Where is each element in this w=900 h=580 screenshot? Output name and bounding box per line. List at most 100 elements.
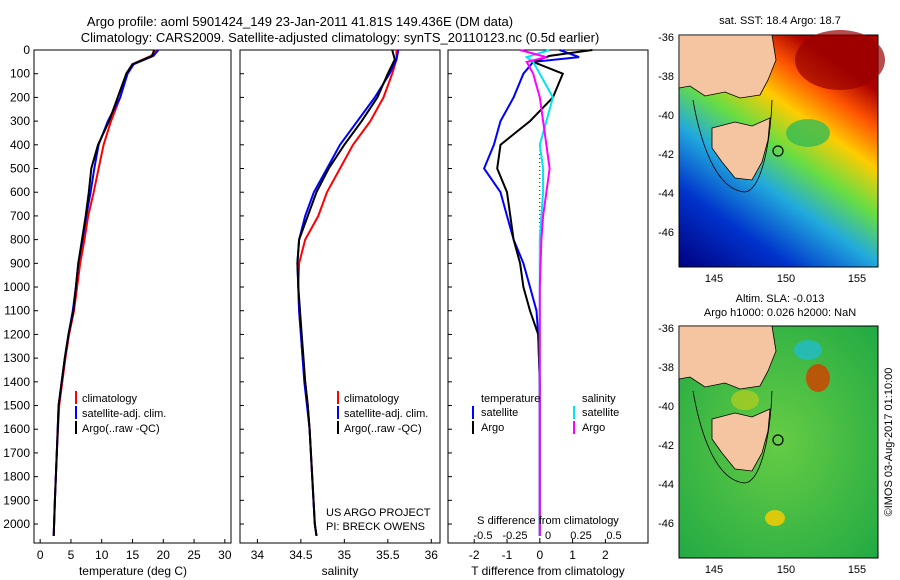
sst-map-title: sat. SST: 18.4 Argo: 18.7: [719, 15, 841, 27]
temperature-legend: climatology satellite-adj. clim. Argo(..…: [75, 391, 166, 435]
salinity-series-line: [296, 49, 400, 537]
salinity-legend-climatology: climatology: [344, 393, 400, 405]
depth-tick-label: 400: [10, 138, 30, 152]
depth-tick-label: 500: [10, 162, 30, 176]
salinity-legend: climatology satellite-adj. clim. Argo(..…: [337, 391, 428, 435]
difference-series-line: [496, 49, 593, 536]
sla-lat-tick: -38: [658, 362, 674, 374]
sla-low-patch: [794, 340, 822, 360]
sst-lat-tick: -38: [658, 71, 674, 83]
depth-tick-label: 800: [10, 233, 30, 247]
sst-map-lon-ticks: 145 150 155: [705, 273, 866, 285]
difference-axes: [447, 49, 649, 544]
temperature-legend-climatology: climatology: [82, 393, 138, 405]
sst-lat-tick: -36: [658, 32, 674, 44]
sla-lat-tick: -44: [658, 479, 674, 491]
salinity-xlabel: salinity: [322, 564, 359, 578]
sla-map-title-1: Altim. SLA: -0.013: [736, 293, 825, 305]
sst-lon-tick: 145: [705, 273, 723, 285]
sla-patch-3: [765, 510, 785, 526]
tasmania: [711, 408, 771, 472]
temperature-x-tick-label: 10: [95, 548, 109, 562]
depth-tick-label: 1900: [3, 493, 30, 507]
sst-lat-tick: -42: [658, 149, 674, 161]
salinity-diff-ticks: -0.5 -0.25 0 0.25 0.5: [474, 530, 622, 542]
sst-isobath: [692, 99, 773, 193]
mainland-coast: [678, 325, 777, 390]
salinity-legend-argo: Argo(..raw -QC): [344, 423, 422, 435]
diff-legend-sal-argo: Argo: [582, 422, 605, 434]
diff-legend-temp-argo: Argo: [481, 422, 504, 434]
depth-tick-label: 1700: [3, 446, 30, 460]
sla-lon-tick: 150: [777, 564, 795, 576]
temperature-legend-satellite: satellite-adj. clim.: [82, 408, 166, 420]
sla-isobath: [692, 390, 773, 484]
temperature-x-tick-label: 25: [187, 548, 201, 562]
depth-tick-label: 0: [23, 43, 30, 57]
difference-xlabel: T difference from climatology: [471, 564, 625, 578]
sst-warm-patch: [795, 30, 885, 90]
temperature-series-line: [52, 49, 160, 536]
difference-x-tick-label: 2: [602, 548, 609, 562]
difference-xlabel-top: S difference from climatology: [477, 515, 619, 527]
sst-map: [678, 30, 885, 268]
depth-tick-label: 300: [10, 114, 30, 128]
salinity-legend-satellite: satellite-adj. clim.: [344, 408, 428, 420]
depth-tick-label: 900: [10, 256, 30, 270]
difference-x-tick-label: 1: [569, 548, 576, 562]
mainland-coast: [678, 34, 777, 99]
temperature-xlabel: temperature (deg C): [79, 564, 187, 578]
argo-position-marker: [772, 434, 784, 446]
sdiff-tick-3: 0.25: [570, 530, 591, 542]
title-line-2: Climatology: CARS2009. Satellite-adjuste…: [81, 30, 600, 45]
diff-legend-temperature-title: temperature: [481, 393, 540, 405]
diff-legend-temp-satellite: satellite: [481, 407, 518, 419]
sla-lat-tick: -40: [658, 401, 674, 413]
salinity-annotation-2: PI: BRECK OWENS: [326, 521, 425, 533]
depth-tick-label: 100: [10, 67, 30, 81]
sla-lat-tick: -36: [658, 323, 674, 335]
salinity-annotation-1: US ARGO PROJECT: [326, 507, 431, 519]
sla-lon-tick: 155: [848, 564, 866, 576]
temperature-x-tick-label: 30: [218, 548, 232, 562]
temperature-x-tick-label: 20: [157, 548, 171, 562]
difference-series-line: [482, 49, 580, 536]
sst-map-lat-ticks: -36 -38 -40 -42 -44 -46: [658, 32, 674, 239]
salinity-axes: [239, 49, 441, 544]
difference-x-tick-label: -2: [469, 548, 480, 562]
sla-map-lon-ticks: 145 150 155: [705, 564, 866, 576]
temperature-axes: [33, 49, 232, 544]
sla-map-title-2: Argo h1000: 0.026 h2000: NaN: [704, 307, 856, 319]
sla-patch-2: [731, 390, 759, 410]
diff-legend-sal-satellite: satellite: [582, 407, 619, 419]
sdiff-tick-1: -0.25: [502, 530, 527, 542]
salinity-x-tick-label: 35: [338, 548, 352, 562]
sst-lon-tick: 155: [848, 273, 866, 285]
depth-tick-label: 1200: [3, 327, 30, 341]
salinity-series-line: [297, 50, 398, 537]
sdiff-tick-4: 0.5: [606, 530, 621, 542]
argo-position-marker: [772, 145, 784, 157]
depth-tick-label: 1100: [4, 304, 30, 318]
temperature-series-line: [52, 49, 157, 536]
sst-lat-tick: -44: [658, 188, 674, 200]
temperature-legend-argo: Argo(..raw -QC): [82, 423, 160, 435]
depth-tick-label: 200: [10, 90, 30, 104]
depth-tick-label: 700: [10, 209, 30, 223]
difference-series-line: [519, 49, 551, 536]
sla-lat-tick: -42: [658, 440, 674, 452]
salinity-x-tick-label: 34.5: [289, 548, 313, 562]
sst-lon-tick: 150: [777, 273, 795, 285]
temperature-x-tick-label: 0: [37, 548, 44, 562]
temperature-series-line: [52, 49, 155, 536]
sst-lat-tick: -46: [658, 227, 674, 239]
tasmania: [711, 117, 771, 181]
sla-lat-tick: -46: [658, 518, 674, 530]
salinity-series-line: [296, 49, 396, 537]
depth-tick-label: 1400: [3, 375, 30, 389]
depth-tick-label: 600: [10, 185, 30, 199]
depth-tick-label: 1300: [3, 351, 30, 365]
salinity-x-tick-label: 35.5: [376, 548, 400, 562]
imos-credit: ©IMOS 03-Aug-2017 01:10:00: [883, 368, 895, 517]
